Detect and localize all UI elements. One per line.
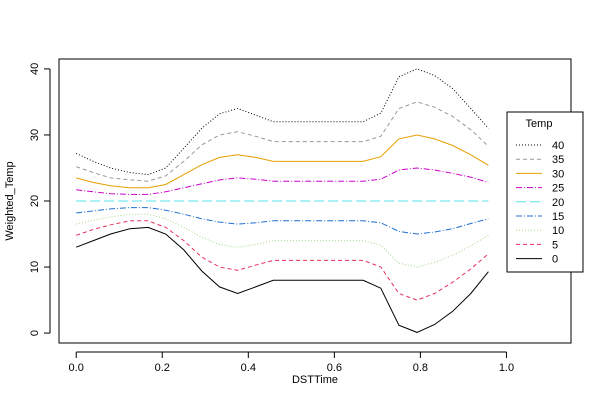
- y-tick-label: 30: [29, 129, 41, 141]
- legend: Temp 40 35 30 25 20 15 10 5 0: [506, 111, 584, 273]
- legend-label-40: 40: [552, 140, 564, 152]
- x-axis-label: DSTTime: [292, 374, 338, 386]
- legend-label-30: 30: [552, 168, 564, 180]
- legend-label-25: 25: [552, 183, 564, 195]
- y-tick-label: 10: [29, 261, 41, 273]
- series-line-25: [76, 167, 489, 195]
- x-tick-label: 0.2: [155, 362, 170, 374]
- legend-label-10: 10: [552, 225, 564, 237]
- series-line-30: [76, 134, 489, 189]
- x-tick-label: 0.0: [69, 362, 84, 374]
- y-tick-label: 40: [29, 63, 41, 75]
- series-line-40: [75, 68, 489, 176]
- x-tick-label: 0.8: [413, 362, 428, 374]
- y-axis-label: Weighted_Temp: [4, 161, 16, 240]
- legend-box: [506, 111, 584, 273]
- legend-label-35: 35: [552, 154, 564, 166]
- series-line-10: [76, 213, 489, 268]
- legend-label-20: 20: [552, 197, 564, 209]
- y-axis: 0 10 20 30 40: [29, 63, 51, 336]
- series-line-0: [76, 226, 489, 333]
- legend-label-0: 0: [552, 254, 558, 266]
- series-line-35: [76, 101, 489, 182]
- x-tick-label: 0.4: [241, 362, 256, 374]
- series-line-5: [76, 220, 489, 301]
- legend-title: Temp: [526, 118, 553, 130]
- x-tick-label: 0.6: [327, 362, 342, 374]
- legend-label-5: 5: [552, 239, 558, 251]
- series-line-15: [76, 207, 489, 235]
- x-axis: 0.0 0.2 0.4 0.6 0.8 1.0: [69, 351, 514, 374]
- series-layer: [75, 68, 489, 333]
- y-tick-label: 20: [29, 195, 41, 207]
- legend-label-15: 15: [552, 211, 564, 223]
- y-tick-label: 0: [29, 330, 41, 336]
- x-tick-label: 1.0: [499, 362, 514, 374]
